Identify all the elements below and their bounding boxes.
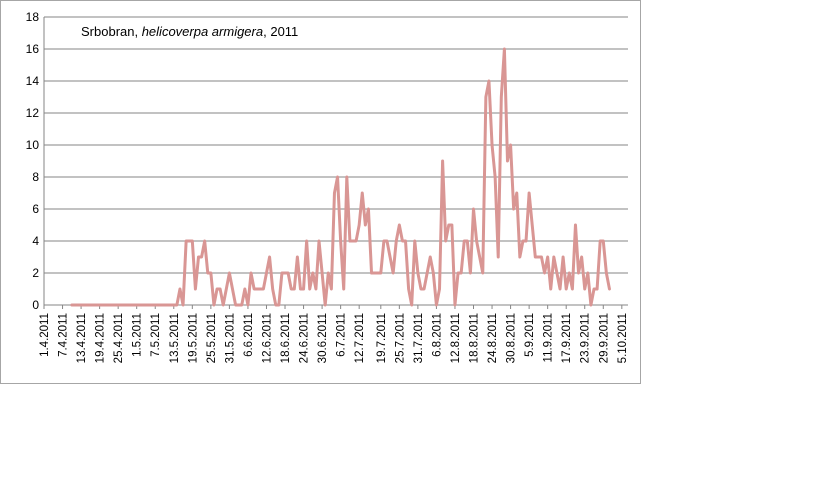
chart-title-year: , 2011 (263, 24, 298, 39)
y-tick-label: 14 (26, 74, 40, 88)
x-tick-label: 18.8.2011 (469, 313, 481, 363)
y-tick-label: 6 (32, 202, 39, 216)
x-tick-label: 24.8.2011 (487, 313, 499, 363)
x-tick-label: 6.6.2011 (243, 313, 255, 357)
x-tick-label: 12.7.2011 (354, 313, 366, 363)
x-tick-label: 24.6.2011 (299, 313, 311, 363)
chart-frame: 0 2 4 6 8 10 12 14 16 18 1.4.2011 7.4.2011 13.4.201… (0, 0, 641, 384)
x-tick-label: 7.5.2011 (150, 313, 162, 357)
x-tick-label: 25.7.2011 (394, 313, 406, 363)
series-line (70, 47, 611, 307)
x-tick-label: 19.5.2011 (187, 313, 199, 363)
y-tick-label: 0 (32, 298, 39, 312)
x-tick-label: 29.9.2011 (598, 313, 610, 363)
y-tick-label: 8 (32, 170, 39, 184)
x-tick-label: 12.6.2011 (261, 313, 273, 363)
x-tick-label: 17.9.2011 (561, 313, 573, 363)
x-tick-label: 6.7.2011 (336, 313, 348, 357)
x-tick-label: 11.9.2011 (543, 313, 555, 362)
x-tick-label: 12.8.2011 (450, 313, 462, 363)
x-tick-label: 23.9.2011 (580, 313, 592, 363)
x-tick-label: 25.4.2011 (113, 313, 125, 363)
gridlines (44, 16, 628, 274)
x-tick-label: 18.6.2011 (280, 313, 292, 363)
x-tick-label: 31.7.2011 (413, 313, 425, 363)
x-tick-label: 13.4.2011 (76, 313, 88, 363)
chart-title: Srbobran, helicoverpa armigera, 2011 (81, 24, 298, 39)
y-tick-labels: 0 2 4 6 8 10 12 14 16 18 (26, 10, 40, 312)
x-tick-label: 19.7.2011 (376, 313, 388, 363)
x-tick-label: 30.8.2011 (506, 313, 518, 363)
line-chart: 0 2 4 6 8 10 12 14 16 18 1.4.2011 7.4.2011 13.4.201… (26, 10, 629, 363)
x-tick-label: 1.5.2011 (132, 313, 144, 357)
axes (43, 17, 628, 309)
x-tick-label: 6.8.2011 (431, 313, 443, 357)
y-tick-label: 2 (32, 266, 39, 280)
x-tick-label: 30.6.2011 (317, 313, 329, 363)
chart-title-species: helicoverpa armigera (142, 24, 263, 39)
y-tick-label: 10 (26, 138, 40, 152)
x-tick-label: 31.5.2011 (224, 313, 236, 363)
x-tick-label: 13.5.2011 (169, 313, 181, 363)
x-tick-labels: 1.4.2011 7.4.2011 13.4.2011 19.4.2011 25.4.2… (39, 313, 629, 363)
y-tick-label: 18 (26, 10, 40, 24)
x-tick-label: 7.4.2011 (58, 313, 70, 357)
chart-title-place: Srbobran, (81, 24, 142, 39)
y-tick-label: 16 (26, 42, 40, 56)
y-tick-label: 12 (26, 106, 40, 120)
x-tick-label: 19.4.2011 (95, 313, 107, 363)
x-tick-label: 5.10.2011 (617, 313, 629, 363)
x-tick-label: 5.9.2011 (524, 313, 536, 357)
x-tick-label: 1.4.2011 (39, 313, 51, 357)
x-tick-label: 25.5.2011 (206, 313, 218, 363)
y-tick-label: 4 (32, 234, 39, 248)
series-lines (70, 47, 611, 307)
